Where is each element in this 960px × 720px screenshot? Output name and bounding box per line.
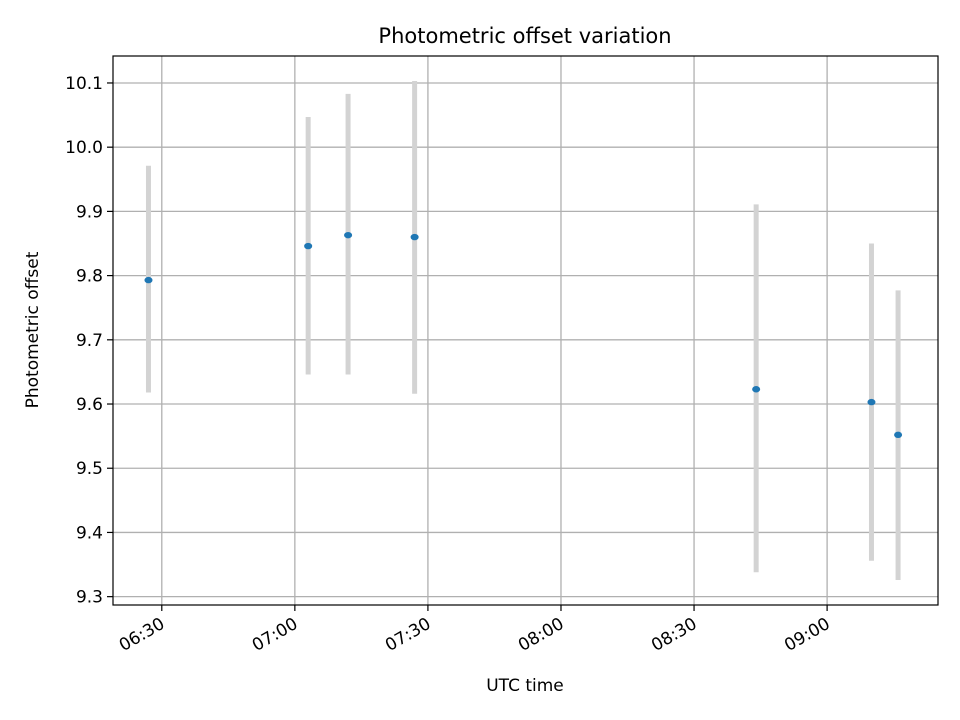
data-point [304,242,313,250]
plot-area [113,56,938,605]
data-point [410,233,419,241]
x-tick-label: 06:30 [116,614,168,656]
data-point [867,398,876,406]
y-tick-label: 9.6 [76,395,103,415]
data-point [144,276,153,284]
data-points [144,231,903,439]
y-axis: 9.3 9.4 9.5 9.6 9.7 9.8 9.9 10.0 10.1 [65,74,113,608]
x-tick-label: 08:00 [515,614,567,656]
data-point [894,431,903,439]
y-tick-label: 9.4 [76,523,103,543]
chart-title: Photometric offset variation [378,24,671,48]
x-tick-label: 07:00 [249,614,301,656]
data-point [344,231,353,239]
y-tick-label: 9.8 [76,267,103,287]
y-tick-label: 9.5 [76,459,103,479]
x-axis: 06:30 07:00 07:30 08:00 08:30 09:00 [116,605,834,656]
y-tick-label: 10.0 [65,138,103,158]
x-tick-label: 07:30 [382,614,434,656]
grid [113,56,938,605]
plot-frame [112,55,939,606]
y-tick-label: 9.9 [76,202,103,222]
x-axis-label: UTC time [486,676,564,696]
y-tick-label: 9.3 [76,588,103,608]
y-axis-label: Photometric offset [23,251,43,408]
y-tick-label: 10.1 [65,74,103,94]
x-tick-label: 08:30 [648,614,700,656]
x-tick-label: 09:00 [781,614,833,656]
data-point [752,386,761,393]
y-tick-label: 9.7 [76,331,103,351]
